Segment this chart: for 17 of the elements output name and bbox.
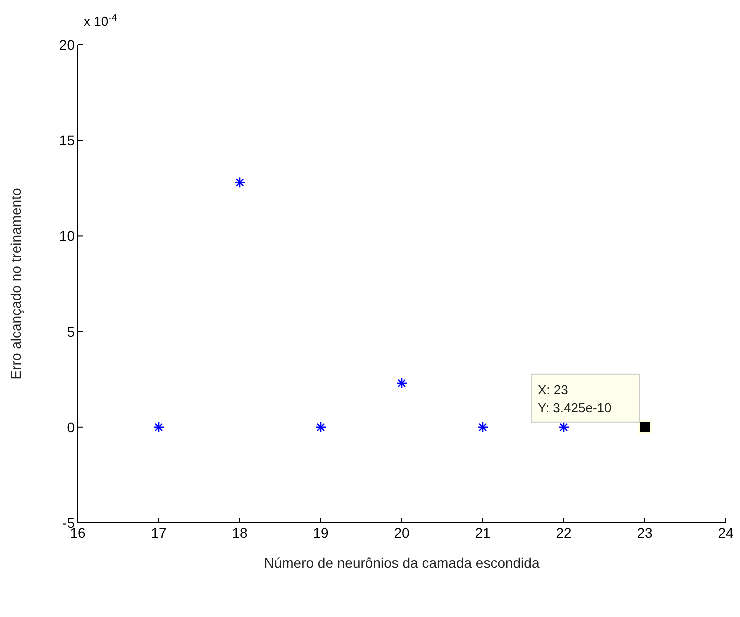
y-tick-label: 0	[67, 419, 76, 436]
y-axis-title: Erro alcançado no treinamento	[8, 188, 24, 380]
y-tick-label: 20	[59, 36, 76, 53]
x-tick-label: 23	[637, 524, 653, 541]
annotation: X: 23 Y: 3.425e-10	[538, 382, 612, 416]
x-tick-label: 20	[394, 524, 410, 541]
x-tick-label: 22	[556, 524, 572, 541]
x-tick-label: 24	[718, 524, 734, 541]
x-axis-title: Número de neurônios da camada escondida	[264, 555, 540, 571]
text: x 10$^{-4}$	[84, 12, 118, 29]
y-tick-label: 5	[67, 324, 76, 340]
x-tick-label: 21	[475, 524, 491, 541]
x-tick-label: 17	[151, 524, 167, 541]
x-tick-label: 18	[232, 524, 248, 541]
y-tick-label: 10	[59, 228, 76, 244]
x-tick-label: 19	[313, 524, 329, 541]
y-tick-label: 15	[59, 132, 76, 149]
